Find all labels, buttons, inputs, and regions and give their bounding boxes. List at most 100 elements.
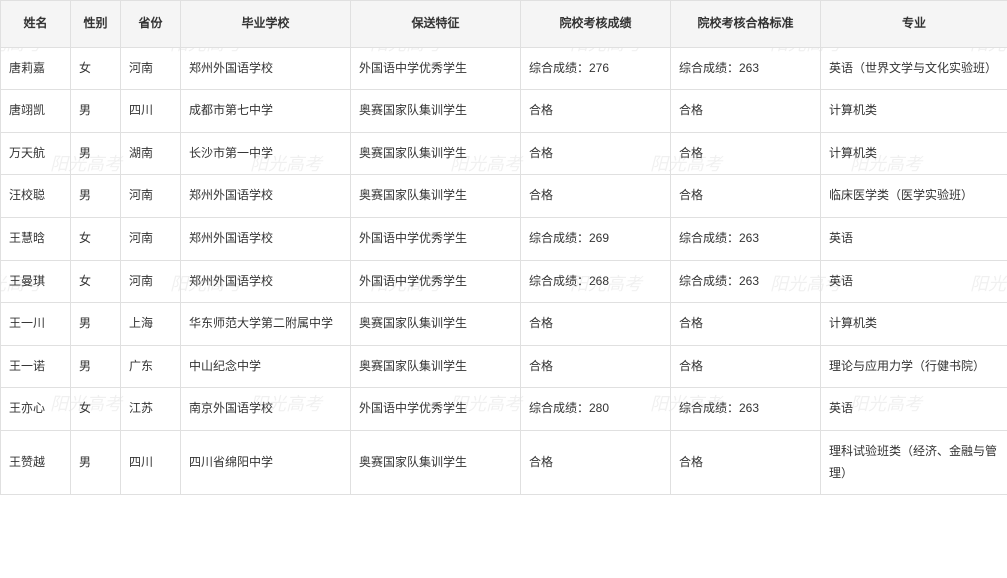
table-cell: 综合成绩：263: [671, 217, 821, 260]
table-row: 王一川男上海华东师范大学第二附属中学奥赛国家队集训学生合格合格计算机类: [1, 303, 1007, 346]
table-cell: 综合成绩：280: [521, 388, 671, 431]
table-cell: 上海: [121, 303, 181, 346]
table-cell: 广东: [121, 345, 181, 388]
table-row: 王慧晗女河南郑州外国语学校外国语中学优秀学生综合成绩：269综合成绩：263英语: [1, 217, 1007, 260]
table-cell: 郑州外国语学校: [181, 260, 351, 303]
table-cell: 女: [71, 47, 121, 90]
table-cell: 河南: [121, 260, 181, 303]
table-cell: 唐翊凯: [1, 90, 71, 133]
table-cell: 南京外国语学校: [181, 388, 351, 431]
table-cell: 女: [71, 217, 121, 260]
table-cell: 英语: [821, 388, 1007, 431]
table-cell: 计算机类: [821, 303, 1007, 346]
table-cell: 王亦心: [1, 388, 71, 431]
table-head: 姓名性别省份毕业学校保送特征院校考核成绩院校考核合格标准专业: [1, 1, 1007, 48]
table-cell: 汪校聪: [1, 175, 71, 218]
table-row: 王曼琪女河南郑州外国语学校外国语中学优秀学生综合成绩：268综合成绩：263英语: [1, 260, 1007, 303]
table-cell: 郑州外国语学校: [181, 217, 351, 260]
table-cell: 合格: [671, 175, 821, 218]
table-cell: 男: [71, 132, 121, 175]
table-row: 唐莉嘉女河南郑州外国语学校外国语中学优秀学生综合成绩：276综合成绩：263英语…: [1, 47, 1007, 90]
table-cell: 奥赛国家队集训学生: [351, 430, 521, 494]
table-cell: 合格: [671, 345, 821, 388]
table-cell: 奥赛国家队集训学生: [351, 90, 521, 133]
col-header: 专业: [821, 1, 1007, 48]
table-cell: 长沙市第一中学: [181, 132, 351, 175]
table-cell: 女: [71, 388, 121, 431]
col-header: 性别: [71, 1, 121, 48]
table-cell: 王曼琪: [1, 260, 71, 303]
table-cell: 奥赛国家队集训学生: [351, 175, 521, 218]
table-cell: 外国语中学优秀学生: [351, 47, 521, 90]
table-cell: 综合成绩：269: [521, 217, 671, 260]
table-cell: 湖南: [121, 132, 181, 175]
table-cell: 理科试验班类（经济、金融与管理）: [821, 430, 1007, 494]
table-cell: 四川: [121, 90, 181, 133]
table-cell: 成都市第七中学: [181, 90, 351, 133]
table-body: 唐莉嘉女河南郑州外国语学校外国语中学优秀学生综合成绩：276综合成绩：263英语…: [1, 47, 1007, 495]
table-cell: 合格: [521, 345, 671, 388]
table-cell: 综合成绩：263: [671, 260, 821, 303]
table-cell: 男: [71, 303, 121, 346]
col-header: 院校考核成绩: [521, 1, 671, 48]
table-cell: 综合成绩：263: [671, 388, 821, 431]
table-cell: 外国语中学优秀学生: [351, 217, 521, 260]
table-row: 唐翊凯男四川成都市第七中学奥赛国家队集训学生合格合格计算机类: [1, 90, 1007, 133]
table-cell: 王一川: [1, 303, 71, 346]
table-cell: 河南: [121, 175, 181, 218]
col-header: 毕业学校: [181, 1, 351, 48]
table-cell: 男: [71, 90, 121, 133]
table-cell: 四川: [121, 430, 181, 494]
table-cell: 综合成绩：276: [521, 47, 671, 90]
table-cell: 河南: [121, 47, 181, 90]
table-cell: 男: [71, 345, 121, 388]
table-cell: 万天航: [1, 132, 71, 175]
table-cell: 英语（世界文学与文化实验班）: [821, 47, 1007, 90]
table-cell: 奥赛国家队集训学生: [351, 132, 521, 175]
table-cell: 男: [71, 430, 121, 494]
table-cell: 男: [71, 175, 121, 218]
col-header: 省份: [121, 1, 181, 48]
table-cell: 外国语中学优秀学生: [351, 260, 521, 303]
table-cell: 理论与应用力学（行健书院）: [821, 345, 1007, 388]
table-cell: 郑州外国语学校: [181, 175, 351, 218]
table-cell: 王慧晗: [1, 217, 71, 260]
table-cell: 合格: [521, 90, 671, 133]
table-cell: 英语: [821, 217, 1007, 260]
table-cell: 合格: [521, 303, 671, 346]
table-cell: 奥赛国家队集训学生: [351, 345, 521, 388]
table-row: 王一诺男广东中山纪念中学奥赛国家队集训学生合格合格理论与应用力学（行健书院）: [1, 345, 1007, 388]
table-cell: 华东师范大学第二附属中学: [181, 303, 351, 346]
table-cell: 合格: [671, 303, 821, 346]
header-row: 姓名性别省份毕业学校保送特征院校考核成绩院校考核合格标准专业: [1, 1, 1007, 48]
table-cell: 临床医学类（医学实验班）: [821, 175, 1007, 218]
col-header: 保送特征: [351, 1, 521, 48]
table-cell: 中山纪念中学: [181, 345, 351, 388]
table-cell: 综合成绩：268: [521, 260, 671, 303]
table-row: 王亦心女江苏南京外国语学校外国语中学优秀学生综合成绩：280综合成绩：263英语: [1, 388, 1007, 431]
table-cell: 综合成绩：263: [671, 47, 821, 90]
table-cell: 合格: [521, 132, 671, 175]
table-cell: 英语: [821, 260, 1007, 303]
table-cell: 奥赛国家队集训学生: [351, 303, 521, 346]
table-cell: 合格: [521, 430, 671, 494]
table-row: 汪校聪男河南郑州外国语学校奥赛国家队集训学生合格合格临床医学类（医学实验班）: [1, 175, 1007, 218]
col-header: 院校考核合格标准: [671, 1, 821, 48]
admissions-table: 姓名性别省份毕业学校保送特征院校考核成绩院校考核合格标准专业 唐莉嘉女河南郑州外…: [0, 0, 1007, 495]
table-cell: 四川省绵阳中学: [181, 430, 351, 494]
table-cell: 计算机类: [821, 90, 1007, 133]
table-cell: 王一诺: [1, 345, 71, 388]
table-cell: 计算机类: [821, 132, 1007, 175]
table-cell: 女: [71, 260, 121, 303]
table-row: 王赞越男四川四川省绵阳中学奥赛国家队集训学生合格合格理科试验班类（经济、金融与管…: [1, 430, 1007, 494]
col-header: 姓名: [1, 1, 71, 48]
table-cell: 王赞越: [1, 430, 71, 494]
table-cell: 江苏: [121, 388, 181, 431]
table-cell: 外国语中学优秀学生: [351, 388, 521, 431]
table-cell: 唐莉嘉: [1, 47, 71, 90]
table-cell: 河南: [121, 217, 181, 260]
table-row: 万天航男湖南长沙市第一中学奥赛国家队集训学生合格合格计算机类: [1, 132, 1007, 175]
table-cell: 合格: [521, 175, 671, 218]
table-cell: 合格: [671, 132, 821, 175]
table-cell: 合格: [671, 90, 821, 133]
